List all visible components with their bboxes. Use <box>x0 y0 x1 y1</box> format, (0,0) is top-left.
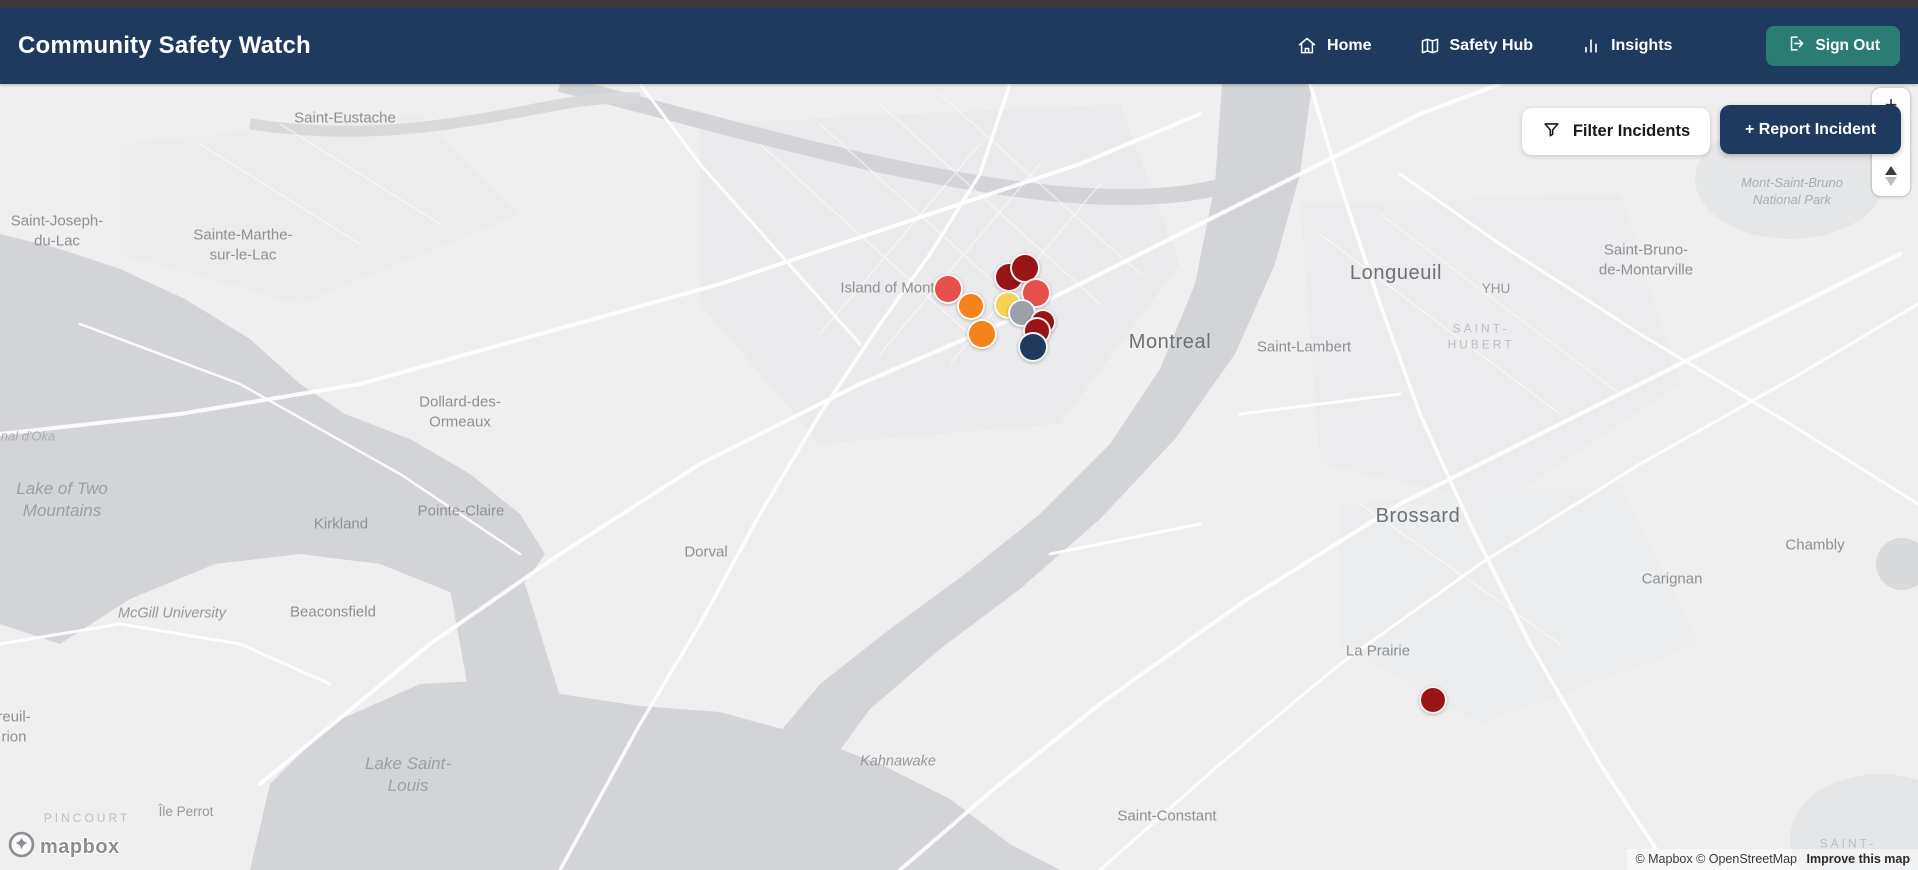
main-nav: Home Safety Hub Insights Sign Out <box>1297 26 1900 66</box>
window-top-strip <box>0 0 1918 8</box>
nav-label: Home <box>1327 37 1372 54</box>
nav-label: Safety Hub <box>1449 37 1534 54</box>
mapbox-wordmark: mapbox <box>40 836 120 858</box>
incident-marker-darkred[interactable] <box>1419 686 1447 714</box>
pitch-up-icon <box>1885 166 1897 175</box>
filter-label: Filter Incidents <box>1572 122 1691 140</box>
report-incident-button[interactable]: + Report Incident <box>1720 105 1901 154</box>
app-header: Community Safety Watch Home Safety Hub I… <box>0 8 1918 84</box>
home-icon <box>1297 36 1317 56</box>
nav-label: Insights <box>1611 37 1673 54</box>
mapbox-logo[interactable]: mapbox <box>8 831 120 864</box>
app-title: Community Safety Watch <box>18 32 311 59</box>
improve-map-link[interactable]: Improve this map <box>1806 852 1911 866</box>
filter-icon <box>1542 120 1561 144</box>
sign-out-button[interactable]: Sign Out <box>1766 26 1900 66</box>
incident-marker-navy[interactable] <box>1018 332 1048 362</box>
incident-marker-orange[interactable] <box>967 319 997 349</box>
attribution-text[interactable]: © Mapbox © OpenStreetMap <box>1635 852 1798 866</box>
mapbox-logo-icon <box>8 831 35 864</box>
nav-item-insights[interactable]: Insights <box>1581 36 1672 56</box>
nav-item-safety-hub[interactable]: Safety Hub <box>1420 36 1534 56</box>
sign-out-label: Sign Out <box>1815 37 1880 54</box>
sign-out-icon <box>1786 34 1805 58</box>
map-attribution: © Mapbox © OpenStreetMap Improve this ma… <box>1627 849 1918 870</box>
pitch-down-icon <box>1885 177 1897 186</box>
filter-incidents-button[interactable]: Filter Incidents <box>1522 108 1710 155</box>
map-base-tiles <box>0 84 1918 870</box>
incident-marker-orange[interactable] <box>957 292 985 320</box>
nav-item-home[interactable]: Home <box>1297 36 1372 56</box>
map-canvas[interactable]: Saint-Eustache Saint-Joseph- du-Lac Sainte… <box>0 84 1918 870</box>
insights-icon <box>1581 36 1601 56</box>
pitch-toggle-button[interactable] <box>1872 156 1910 196</box>
incident-marker-red[interactable] <box>1021 278 1051 308</box>
map-icon <box>1420 36 1440 56</box>
